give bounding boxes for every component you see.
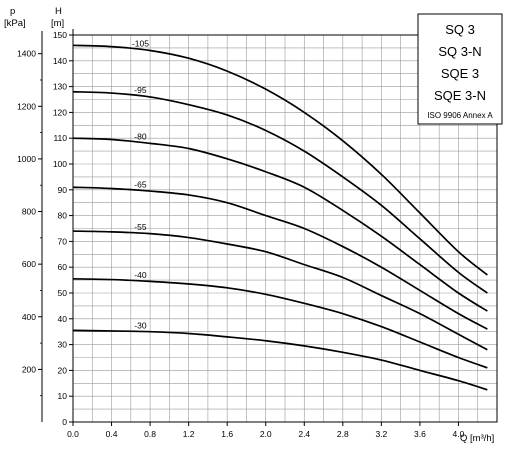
h-tick-label: 120	[53, 107, 67, 117]
curve-label: -95	[134, 85, 147, 95]
h-tick-label: 10	[58, 391, 68, 401]
h-tick-label: 80	[58, 211, 68, 221]
x-tick-label: 1.2	[183, 429, 195, 439]
curve-line	[72, 186, 488, 330]
x-tick-label: 0.4	[106, 429, 118, 439]
kpa-tick-label: 200	[22, 364, 36, 374]
x-tick-label: 0.0	[67, 429, 79, 439]
axes	[41, 29, 498, 423]
h-tick-label: 70	[58, 236, 68, 246]
curves	[72, 44, 488, 391]
h-tick-label: 30	[58, 340, 68, 350]
h-tick-label: 110	[53, 133, 67, 143]
kpa-tick-label: 800	[22, 207, 36, 217]
x-tick-label: 2.4	[298, 429, 310, 439]
legend-line-4: SQE 3-N	[434, 88, 486, 103]
plot-frame	[72, 34, 498, 423]
legend-line-1: SQ 3	[445, 22, 475, 37]
h-tick-label: 100	[53, 159, 67, 169]
curve-line	[72, 277, 488, 369]
curve-line	[72, 44, 488, 276]
kpa-tick-label: 1400	[17, 49, 36, 59]
curve-label: -80	[134, 131, 147, 141]
x-tick-label: 0.8	[144, 429, 156, 439]
kpa-tick-label: 400	[22, 312, 36, 322]
curve-line	[72, 90, 488, 294]
x-tick-label: 4.0	[453, 429, 465, 439]
h-tick-label: 150	[53, 30, 67, 40]
curve-labels: -105 -95 -80 -65 -55 -40 -30	[132, 39, 149, 331]
curve-label: -55	[134, 222, 147, 232]
x-axis-label: Q [m³/h]	[460, 433, 494, 444]
tick-labels: 0.0 0.4 0.8 1.2 1.6 2.0 2.4 2.8 3.2 3.6 4.0 0 10 20 30…	[17, 30, 465, 439]
curve-line	[72, 329, 488, 391]
x-tick-label: 2.8	[337, 429, 349, 439]
legend-line-3: SQE 3	[441, 66, 479, 81]
kpa-tick-label: 600	[22, 259, 36, 269]
x-tick-label: 2.0	[260, 429, 272, 439]
h-tick-label: 130	[53, 82, 67, 92]
h-tick-label: 90	[58, 185, 68, 195]
h-tick-label: 20	[58, 365, 68, 375]
right-axis-unit: [m]	[51, 18, 64, 29]
legend-subtitle: ISO 9906 Annex A	[427, 111, 493, 120]
h-tick-label: 0	[62, 417, 67, 427]
curve-line	[72, 230, 488, 351]
h-tick-label: 140	[53, 56, 67, 66]
x-tick-label: 3.2	[375, 429, 387, 439]
kpa-tick-label: 1000	[17, 154, 36, 164]
h-tick-label: 40	[58, 314, 68, 324]
h-tick-label: 50	[58, 288, 68, 298]
kpa-tick-label: 1200	[17, 101, 36, 111]
legend-frame	[417, 13, 503, 125]
x-tick-label: 3.6	[414, 429, 426, 439]
legend-box: SQ 3 SQ 3-N SQE 3 SQE 3-N ISO 9906 Annex…	[417, 13, 503, 125]
legend-line-2: SQ 3-N	[438, 44, 481, 59]
x-tick-label: 1.6	[221, 429, 233, 439]
curve-line	[72, 137, 488, 312]
left-axis-unit: [kPa]	[4, 18, 26, 29]
h-tick-label: 60	[58, 262, 68, 272]
curve-label: -30	[134, 321, 147, 331]
curve-label: -40	[134, 270, 147, 280]
left-axis-symbol: p	[10, 6, 15, 17]
curve-label: -105	[132, 39, 149, 49]
curve-label: -65	[134, 179, 147, 189]
right-axis-symbol: H	[55, 6, 62, 17]
